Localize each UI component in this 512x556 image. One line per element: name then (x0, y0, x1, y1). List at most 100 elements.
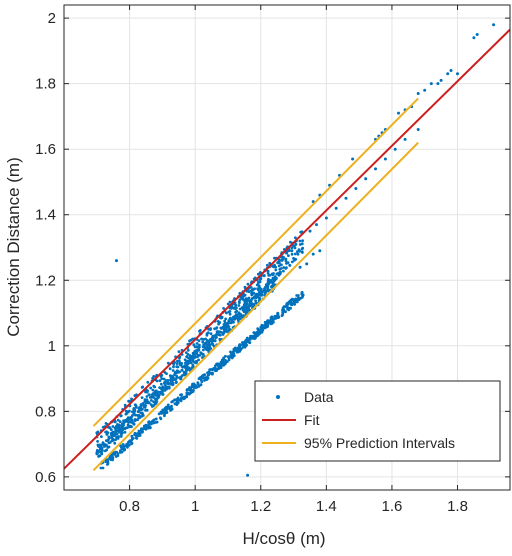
data-point (290, 260, 294, 264)
data-point (216, 320, 220, 323)
y-tick-label: 1.8 (35, 76, 56, 93)
data-point (229, 317, 233, 321)
data-point (220, 316, 224, 319)
data-point (191, 356, 195, 360)
data-point (258, 330, 262, 334)
y-tick-label: 1 (48, 338, 56, 355)
data-point (267, 277, 270, 281)
data-point (227, 328, 231, 332)
data-point (123, 430, 127, 434)
data-point (106, 460, 110, 464)
data-point (227, 358, 231, 362)
data-point (266, 282, 269, 286)
data-point (188, 339, 191, 343)
data-point (429, 82, 433, 86)
data-point (237, 304, 241, 307)
data-point (253, 295, 256, 299)
data-point (131, 414, 134, 417)
legend-label-fit: Fit (304, 412, 320, 428)
x-tick-label: 0.8 (119, 498, 140, 515)
data-point (219, 326, 223, 330)
data-point (230, 356, 234, 360)
legend-data-marker (276, 395, 280, 399)
data-point (145, 408, 149, 412)
data-point (354, 187, 358, 190)
data-point (185, 355, 189, 358)
data-point (138, 407, 142, 411)
data-point (152, 421, 156, 425)
data-point (180, 374, 184, 377)
data-point (95, 451, 99, 454)
data-point (151, 388, 155, 392)
data-point (140, 411, 144, 415)
data-point (197, 384, 201, 388)
data-point (134, 436, 138, 440)
data-point (199, 376, 202, 380)
data-point (439, 78, 443, 82)
data-point (130, 442, 133, 446)
legend-label-interval: 95% Prediction Intervals (304, 435, 455, 451)
data-point (198, 329, 201, 333)
data-point (201, 345, 205, 349)
data-point (101, 443, 105, 446)
data-point (98, 444, 101, 448)
data-point (210, 342, 214, 346)
data-point (299, 230, 303, 234)
data-point (246, 473, 250, 477)
data-point (197, 348, 201, 352)
data-point (170, 374, 174, 378)
data-point (270, 285, 273, 289)
data-point (247, 296, 251, 300)
data-point (293, 246, 297, 250)
data-point (282, 266, 286, 269)
data-point (146, 380, 150, 384)
y-axis-label: Correction Distance (m) (4, 157, 23, 337)
data-point (289, 240, 292, 244)
data-point (234, 349, 237, 352)
data-point (344, 196, 348, 200)
data-point (163, 414, 166, 418)
data-point (263, 291, 267, 295)
data-point (256, 327, 260, 331)
data-point (203, 373, 207, 377)
data-point (290, 252, 294, 256)
data-point (176, 365, 180, 369)
data-point (139, 404, 143, 408)
data-point (152, 384, 156, 388)
data-point (203, 376, 207, 380)
data-point (213, 339, 217, 342)
data-point (185, 365, 189, 369)
data-point (272, 282, 275, 286)
data-point (127, 443, 131, 447)
data-point (243, 285, 247, 289)
data-point (206, 348, 210, 352)
data-point (311, 252, 315, 256)
data-point (207, 340, 211, 343)
data-point (194, 352, 198, 355)
data-point (221, 325, 225, 329)
data-point (164, 410, 168, 413)
data-point (228, 355, 232, 359)
data-point (281, 313, 285, 316)
x-tick-label: 1.4 (316, 498, 337, 515)
data-point (127, 421, 130, 424)
data-point (251, 302, 255, 306)
data-point (132, 407, 136, 410)
data-point (140, 428, 143, 431)
data-point (225, 311, 228, 315)
y-tick-label: 2 (48, 10, 56, 27)
fit-lines (63, 28, 511, 472)
data-point (192, 343, 196, 347)
data-point (168, 367, 172, 371)
data-point (169, 378, 172, 382)
data-point (295, 250, 299, 254)
prediction-interval-line (92, 97, 419, 427)
data-point (258, 280, 262, 284)
data-point (228, 300, 232, 304)
data-point (124, 409, 128, 413)
data-point (186, 391, 190, 395)
data-point (260, 325, 264, 328)
data-point (176, 369, 179, 372)
y-tick-label: 1.2 (35, 272, 56, 289)
data-point (147, 420, 151, 423)
